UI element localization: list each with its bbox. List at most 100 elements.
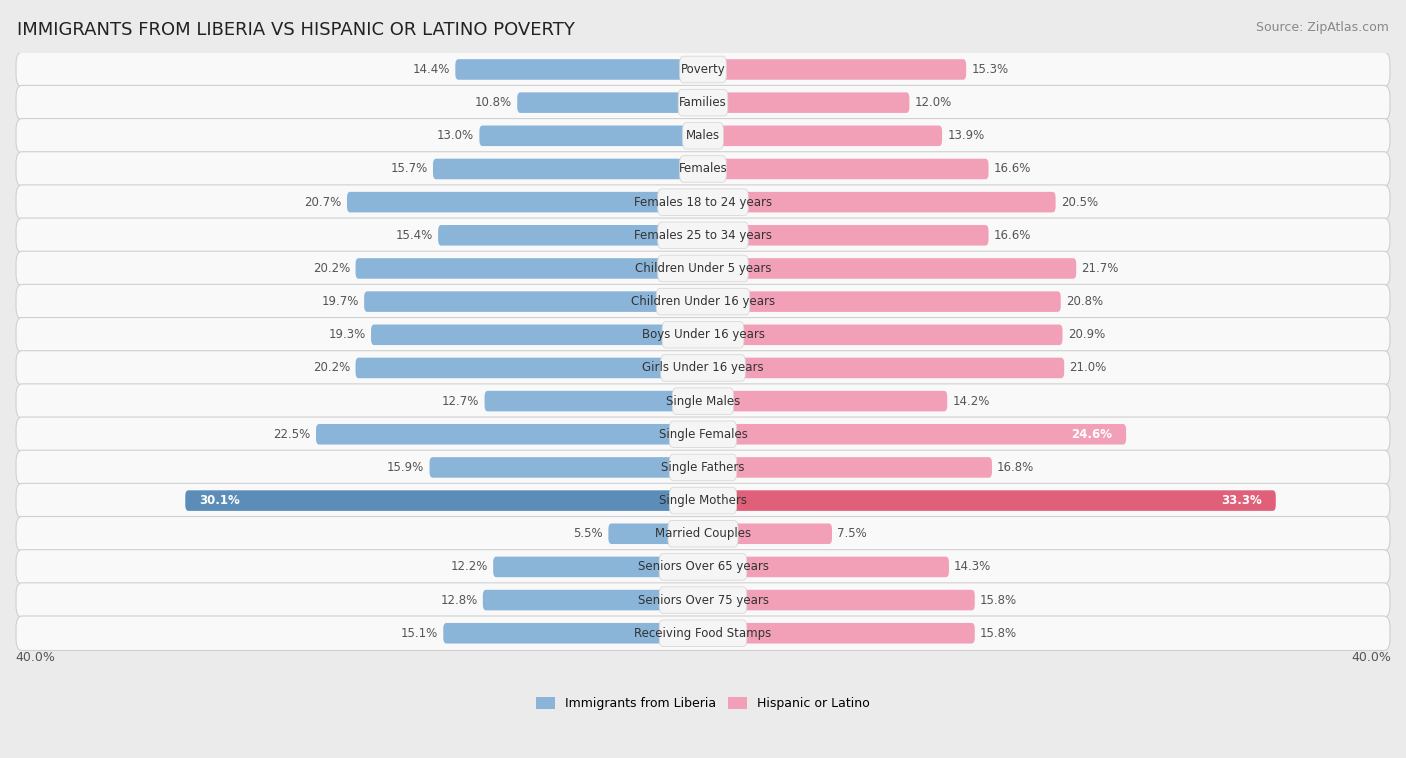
Text: 12.7%: 12.7% bbox=[441, 395, 479, 408]
FancyBboxPatch shape bbox=[186, 490, 703, 511]
FancyBboxPatch shape bbox=[439, 225, 703, 246]
FancyBboxPatch shape bbox=[15, 118, 1391, 153]
FancyBboxPatch shape bbox=[703, 358, 1064, 378]
Text: Families: Families bbox=[679, 96, 727, 109]
FancyBboxPatch shape bbox=[658, 189, 748, 215]
Text: 19.3%: 19.3% bbox=[329, 328, 366, 341]
Text: 40.0%: 40.0% bbox=[15, 650, 55, 663]
FancyBboxPatch shape bbox=[662, 321, 744, 348]
FancyBboxPatch shape bbox=[703, 192, 1056, 212]
Text: 14.3%: 14.3% bbox=[955, 560, 991, 573]
Text: 12.2%: 12.2% bbox=[451, 560, 488, 573]
Text: 24.6%: 24.6% bbox=[1071, 428, 1112, 440]
Text: 15.3%: 15.3% bbox=[972, 63, 1008, 76]
Text: 20.7%: 20.7% bbox=[305, 196, 342, 208]
FancyBboxPatch shape bbox=[15, 583, 1391, 617]
Text: Poverty: Poverty bbox=[681, 63, 725, 76]
FancyBboxPatch shape bbox=[659, 620, 747, 647]
FancyBboxPatch shape bbox=[669, 487, 737, 514]
FancyBboxPatch shape bbox=[703, 556, 949, 577]
FancyBboxPatch shape bbox=[15, 616, 1391, 650]
Text: 16.8%: 16.8% bbox=[997, 461, 1035, 474]
Text: 15.7%: 15.7% bbox=[391, 162, 427, 175]
Text: 12.0%: 12.0% bbox=[914, 96, 952, 109]
FancyBboxPatch shape bbox=[347, 192, 703, 212]
FancyBboxPatch shape bbox=[356, 358, 703, 378]
Text: 21.7%: 21.7% bbox=[1081, 262, 1119, 275]
Text: 40.0%: 40.0% bbox=[1351, 650, 1391, 663]
Text: 10.8%: 10.8% bbox=[475, 96, 512, 109]
Text: Single Mothers: Single Mothers bbox=[659, 494, 747, 507]
FancyBboxPatch shape bbox=[703, 424, 1126, 444]
FancyBboxPatch shape bbox=[661, 355, 745, 381]
Text: Boys Under 16 years: Boys Under 16 years bbox=[641, 328, 765, 341]
Text: 21.0%: 21.0% bbox=[1070, 362, 1107, 374]
FancyBboxPatch shape bbox=[15, 284, 1391, 319]
Text: Single Females: Single Females bbox=[658, 428, 748, 440]
Text: 7.5%: 7.5% bbox=[837, 528, 868, 540]
FancyBboxPatch shape bbox=[15, 351, 1391, 385]
FancyBboxPatch shape bbox=[15, 417, 1391, 452]
FancyBboxPatch shape bbox=[703, 158, 988, 179]
FancyBboxPatch shape bbox=[703, 126, 942, 146]
FancyBboxPatch shape bbox=[433, 158, 703, 179]
Legend: Immigrants from Liberia, Hispanic or Latino: Immigrants from Liberia, Hispanic or Lat… bbox=[531, 692, 875, 716]
FancyBboxPatch shape bbox=[494, 556, 703, 577]
Text: 5.5%: 5.5% bbox=[574, 528, 603, 540]
Text: 15.9%: 15.9% bbox=[387, 461, 425, 474]
Text: 20.8%: 20.8% bbox=[1066, 295, 1104, 308]
FancyBboxPatch shape bbox=[609, 524, 703, 544]
FancyBboxPatch shape bbox=[479, 126, 703, 146]
FancyBboxPatch shape bbox=[15, 52, 1391, 86]
Text: Married Couples: Married Couples bbox=[655, 528, 751, 540]
Text: 20.2%: 20.2% bbox=[314, 262, 350, 275]
FancyBboxPatch shape bbox=[316, 424, 703, 444]
FancyBboxPatch shape bbox=[679, 155, 727, 182]
FancyBboxPatch shape bbox=[672, 388, 734, 415]
FancyBboxPatch shape bbox=[678, 89, 728, 116]
Text: 12.8%: 12.8% bbox=[440, 594, 478, 606]
Text: IMMIGRANTS FROM LIBERIA VS HISPANIC OR LATINO POVERTY: IMMIGRANTS FROM LIBERIA VS HISPANIC OR L… bbox=[17, 21, 575, 39]
Text: Males: Males bbox=[686, 130, 720, 143]
FancyBboxPatch shape bbox=[658, 255, 748, 282]
FancyBboxPatch shape bbox=[703, 258, 1076, 279]
FancyBboxPatch shape bbox=[703, 391, 948, 412]
FancyBboxPatch shape bbox=[15, 86, 1391, 120]
Text: 20.5%: 20.5% bbox=[1060, 196, 1098, 208]
FancyBboxPatch shape bbox=[658, 222, 748, 249]
Text: 15.4%: 15.4% bbox=[395, 229, 433, 242]
FancyBboxPatch shape bbox=[15, 384, 1391, 418]
Text: 16.6%: 16.6% bbox=[994, 162, 1031, 175]
FancyBboxPatch shape bbox=[482, 590, 703, 610]
Text: Girls Under 16 years: Girls Under 16 years bbox=[643, 362, 763, 374]
Text: Seniors Over 75 years: Seniors Over 75 years bbox=[637, 594, 769, 606]
FancyBboxPatch shape bbox=[15, 185, 1391, 219]
FancyBboxPatch shape bbox=[668, 521, 738, 547]
Text: 33.3%: 33.3% bbox=[1222, 494, 1263, 507]
Text: 14.2%: 14.2% bbox=[952, 395, 990, 408]
FancyBboxPatch shape bbox=[703, 623, 974, 644]
FancyBboxPatch shape bbox=[456, 59, 703, 80]
FancyBboxPatch shape bbox=[15, 516, 1391, 551]
FancyBboxPatch shape bbox=[429, 457, 703, 478]
FancyBboxPatch shape bbox=[703, 457, 993, 478]
Text: 16.6%: 16.6% bbox=[994, 229, 1031, 242]
Text: 22.5%: 22.5% bbox=[274, 428, 311, 440]
FancyBboxPatch shape bbox=[657, 288, 749, 315]
Text: 14.4%: 14.4% bbox=[413, 63, 450, 76]
FancyBboxPatch shape bbox=[15, 218, 1391, 252]
Text: Females 25 to 34 years: Females 25 to 34 years bbox=[634, 229, 772, 242]
FancyBboxPatch shape bbox=[703, 225, 988, 246]
FancyBboxPatch shape bbox=[703, 524, 832, 544]
FancyBboxPatch shape bbox=[703, 490, 1275, 511]
Text: 15.1%: 15.1% bbox=[401, 627, 439, 640]
FancyBboxPatch shape bbox=[679, 56, 727, 83]
Text: 13.0%: 13.0% bbox=[437, 130, 474, 143]
Text: Females 18 to 24 years: Females 18 to 24 years bbox=[634, 196, 772, 208]
FancyBboxPatch shape bbox=[443, 623, 703, 644]
FancyBboxPatch shape bbox=[659, 587, 747, 613]
Text: 15.8%: 15.8% bbox=[980, 627, 1017, 640]
Text: 19.7%: 19.7% bbox=[322, 295, 359, 308]
FancyBboxPatch shape bbox=[703, 92, 910, 113]
FancyBboxPatch shape bbox=[15, 484, 1391, 518]
